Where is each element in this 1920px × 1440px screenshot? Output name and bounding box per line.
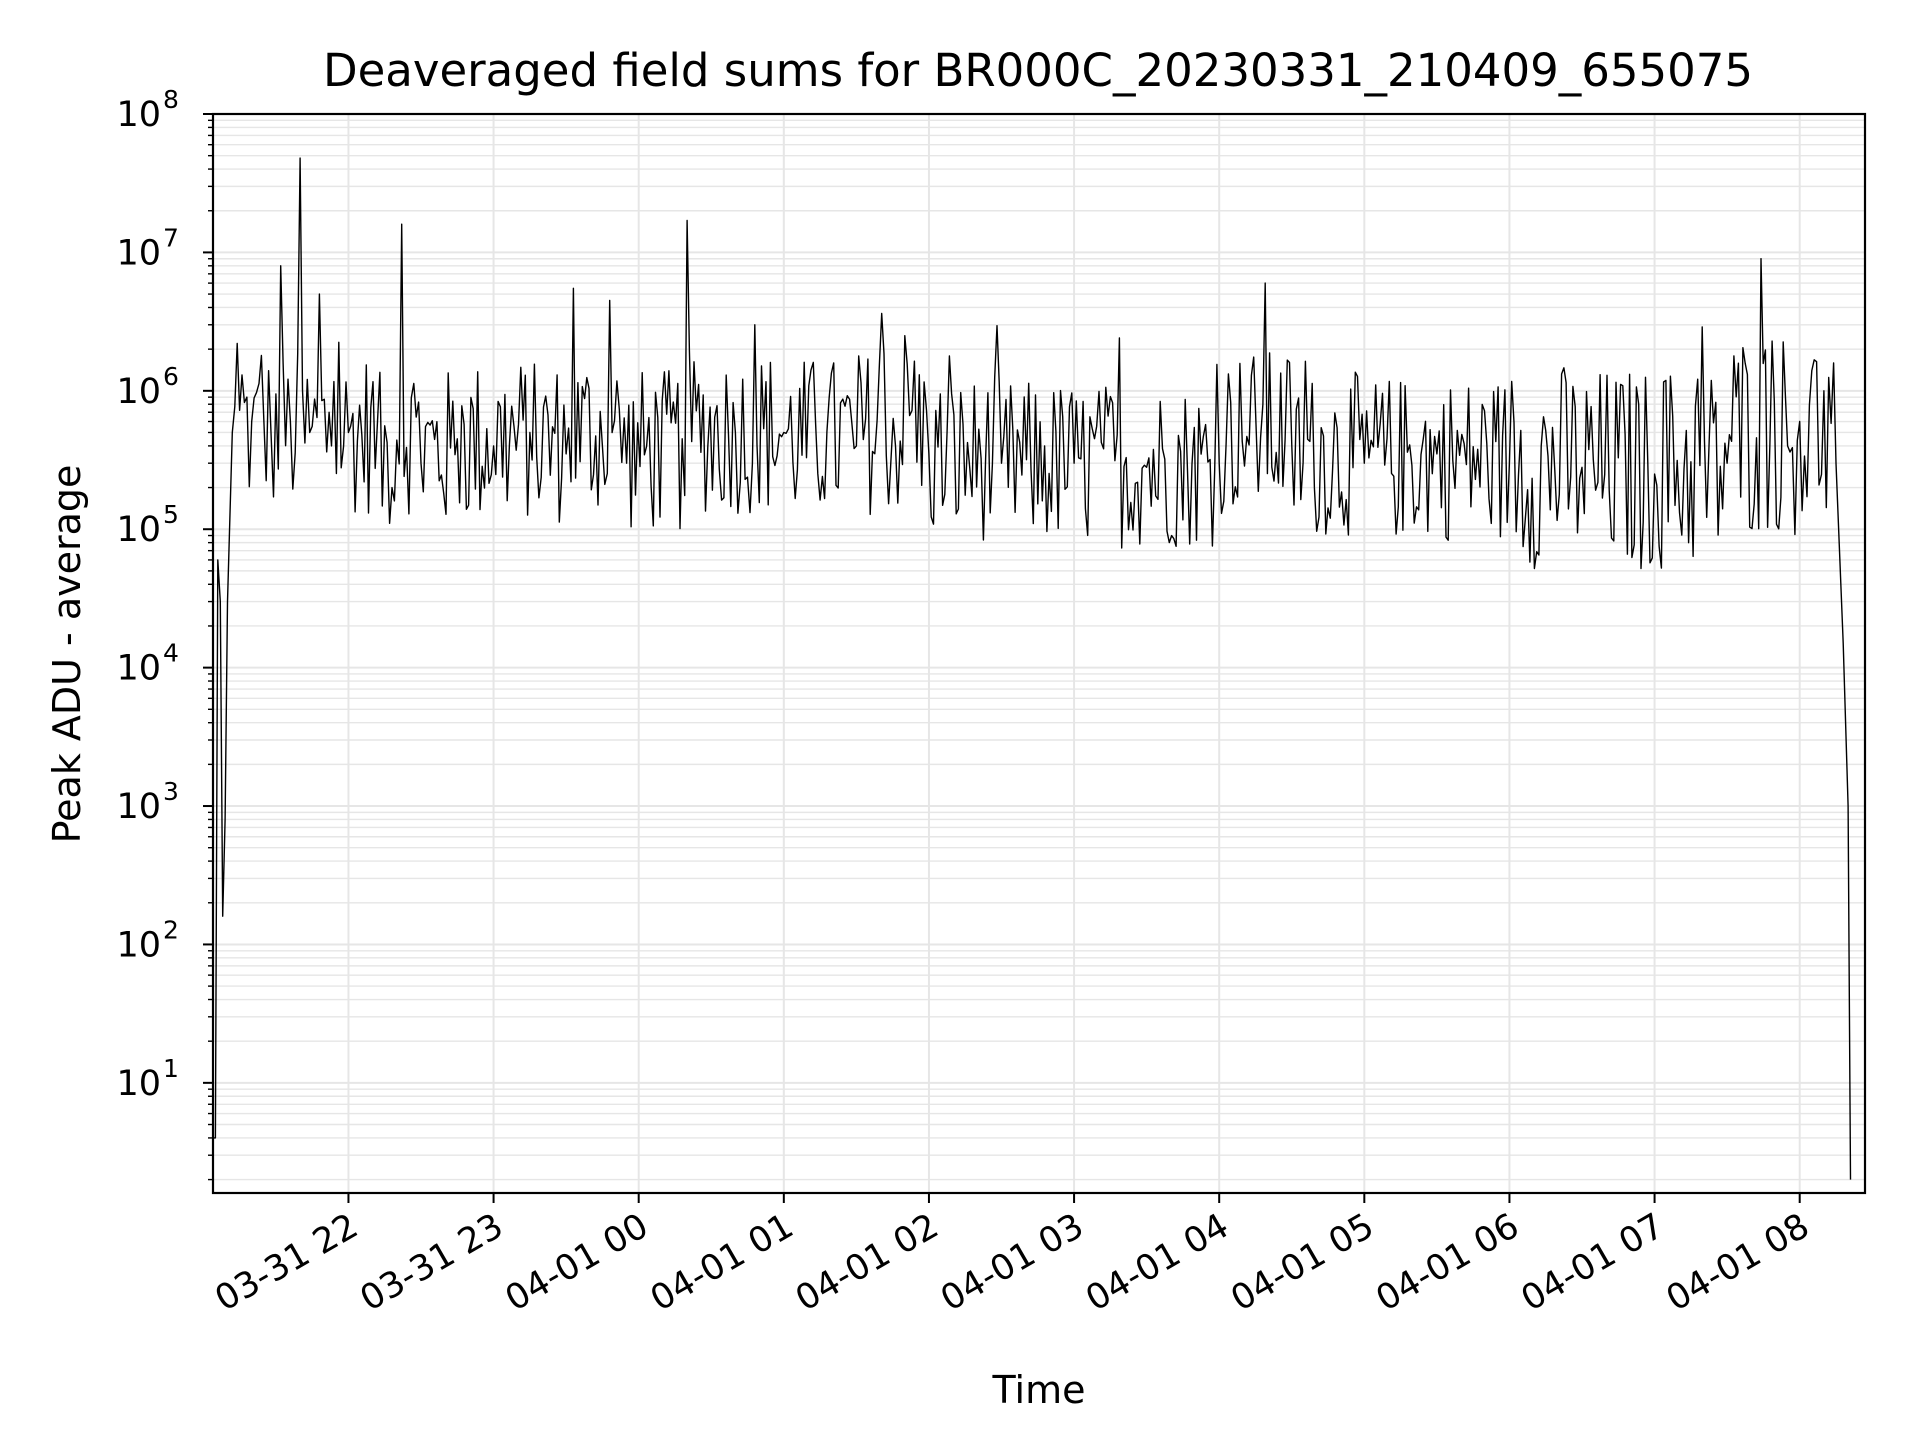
y-tick-label: 10	[116, 510, 161, 550]
y-tick-exponent: 4	[163, 639, 179, 668]
y-tick-exponent: 7	[163, 223, 179, 252]
y-tick-label: 10	[116, 1064, 161, 1104]
grid	[213, 114, 1865, 1193]
chart-title: Deaveraged field sums for BR000C_2023033…	[323, 44, 1753, 97]
plot-frame	[211, 112, 1867, 1195]
series-layer	[213, 157, 1852, 1180]
y-tick-label: 10	[116, 372, 161, 412]
y-tick-exponent: 2	[163, 915, 179, 944]
series-line	[213, 157, 1852, 1180]
y-tick-label: 10	[116, 95, 161, 135]
y-tick-exponent: 1	[163, 1054, 179, 1083]
y-tick-exponent: 8	[163, 85, 179, 114]
y-axis-label: Peak ADU - average	[45, 465, 89, 844]
x-axis-label: Time	[992, 1368, 1086, 1412]
y-tick-exponent: 6	[163, 362, 179, 391]
y-tick-label: 10	[116, 649, 161, 689]
y-tick-label: 10	[116, 233, 161, 273]
y-tick-exponent: 3	[163, 777, 179, 806]
y-tick-label: 10	[116, 925, 161, 965]
y-tick-label: 10	[116, 787, 161, 827]
y-tick-exponent: 5	[163, 500, 179, 529]
